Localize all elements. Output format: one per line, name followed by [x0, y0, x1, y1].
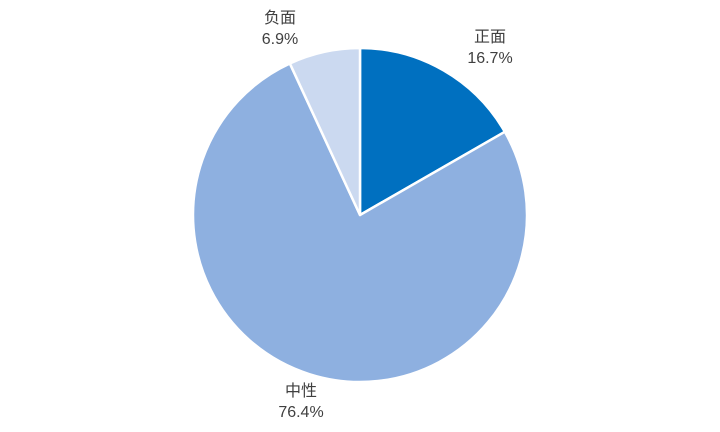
pie-slice-2	[288, 46, 362, 217]
slice-label-negative-pct: 6.9%	[261, 31, 299, 48]
slice-label-neutral-name: 中性	[284, 383, 317, 400]
slice-label-positive: 正面 16.7%	[467, 27, 512, 69]
slice-label-negative-name: 负面	[263, 10, 296, 27]
slice-label-positive-name: 正面	[473, 29, 506, 46]
slice-label-neutral-pct: 76.4%	[278, 404, 324, 421]
pie-slice-0	[358, 46, 507, 217]
slice-label-negative: 负面 6.9%	[262, 8, 298, 50]
slice-label-positive-pct: 16.7%	[467, 50, 513, 67]
pie-slice-1	[191, 62, 529, 384]
slice-label-neutral: 中性 76.4%	[278, 381, 323, 423]
